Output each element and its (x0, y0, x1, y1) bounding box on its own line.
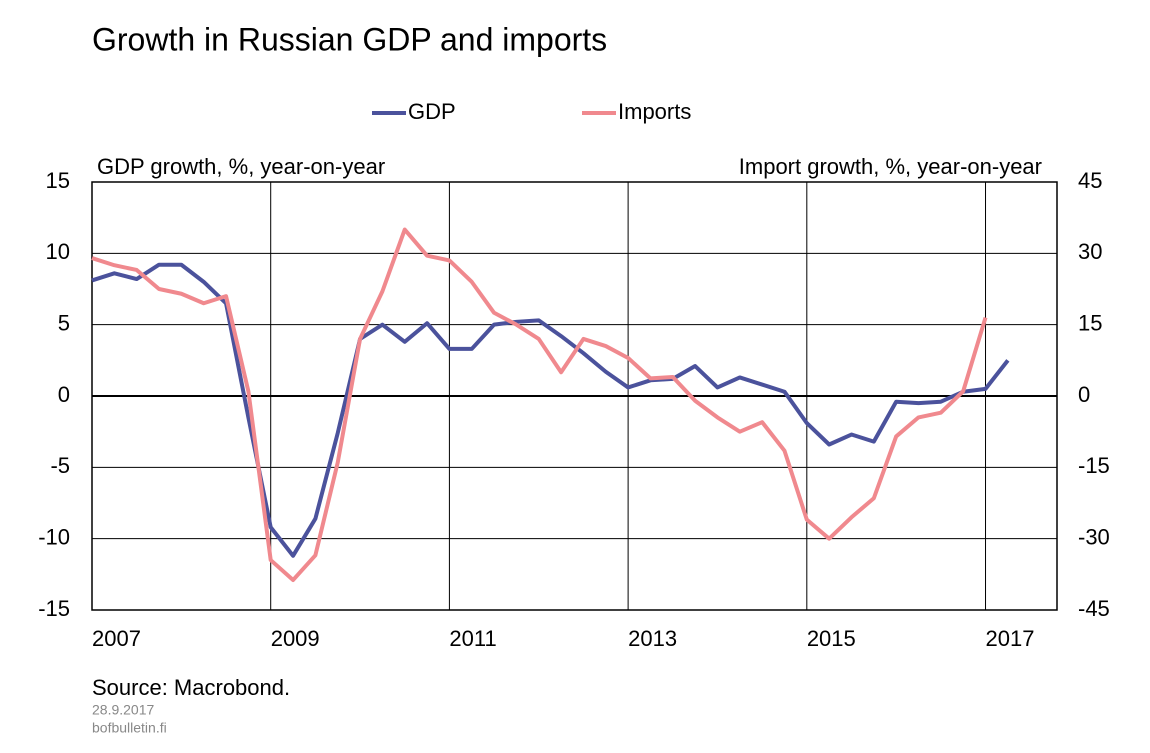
x-tick-label: 2015 (807, 626, 856, 651)
series-line (91, 262, 1010, 558)
series-line (91, 227, 988, 583)
y2-tick-label: -45 (1078, 596, 1110, 621)
x-tick-label: 2007 (92, 626, 141, 651)
legend-label: GDP (408, 99, 456, 124)
source: Source: Macrobond. (92, 675, 290, 700)
y2-axis-title: Import growth, %, year-on-year (739, 154, 1042, 179)
y-axis-title: GDP growth, %, year-on-year (97, 154, 385, 179)
y2-tick-label: 0 (1078, 382, 1090, 407)
y2-tick-label: 15 (1078, 310, 1102, 335)
y-tick-label: -10 (38, 524, 70, 549)
x-tick-label: 2011 (449, 626, 496, 651)
y-tick-label: 0 (58, 382, 70, 407)
y-tick-label: -15 (38, 596, 70, 621)
x-tick-label: 2017 (986, 626, 1035, 651)
y2-tick-label: 30 (1078, 239, 1102, 264)
y2-tick-label: -30 (1078, 524, 1110, 549)
y-tick-label: -5 (50, 453, 70, 478)
chart-title: Growth in Russian GDP and imports (92, 21, 607, 57)
y2-tick-label: -15 (1078, 453, 1110, 478)
legend-label: Imports (618, 99, 691, 124)
site: bofbulletin.fi (92, 720, 167, 736)
date: 28.9.2017 (92, 702, 154, 718)
y-tick-label: 5 (58, 310, 70, 335)
x-tick-label: 2013 (628, 626, 677, 651)
y-tick-label: 15 (46, 168, 70, 193)
x-tick-label: 2009 (271, 626, 320, 651)
plot-border (91, 181, 1058, 611)
y-tick-label: 10 (46, 239, 70, 264)
y2-tick-label: 45 (1078, 168, 1102, 193)
